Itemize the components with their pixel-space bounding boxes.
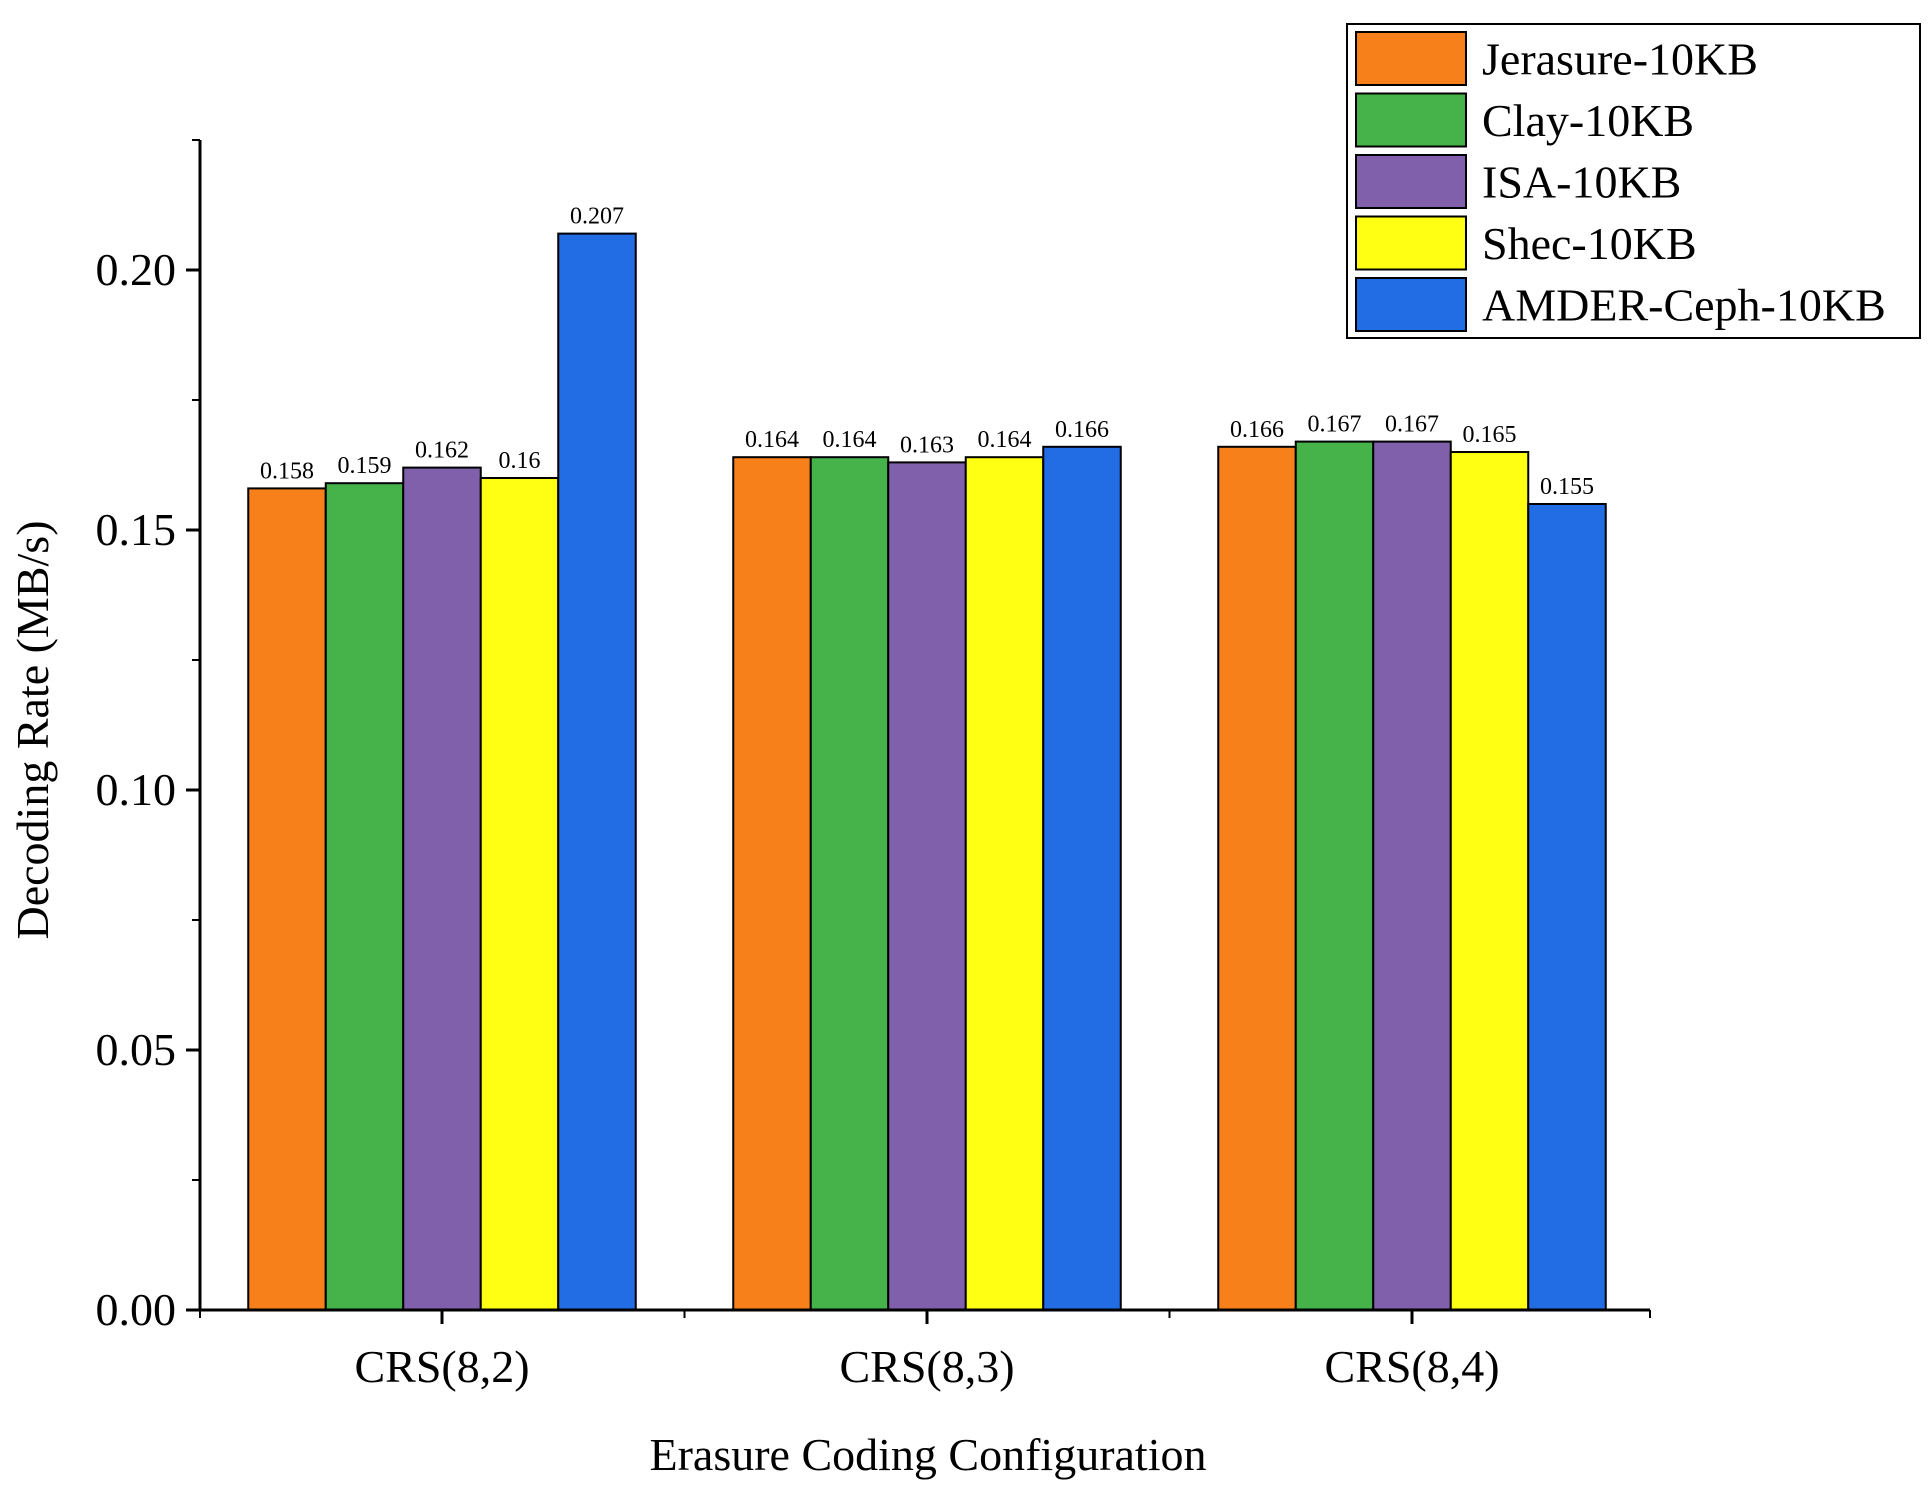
x-tick-label: CRS(8,3)	[839, 1341, 1014, 1392]
bar-jerasure-10kb-1	[732, 456, 812, 1311]
data-label: 0.155	[1540, 474, 1594, 500]
legend-label: Jerasure-10KB	[1482, 34, 1758, 85]
y-tick-label: 0.15	[96, 504, 177, 555]
bar-amder-ceph-10kb-1	[1042, 445, 1122, 1311]
bar-jerasure-10kb-0	[247, 487, 327, 1311]
data-label: 0.164	[978, 427, 1032, 453]
y-axis-title: Decoding Rate (MB/s)	[7, 520, 58, 939]
data-label: 0.164	[823, 427, 877, 453]
bar-isa-10kb-0	[402, 466, 482, 1312]
data-labels-group: 0.158 0.164 0.166 0.159 0.164 0.167 0.162 0.163…	[260, 204, 1594, 500]
data-label: 0.163	[900, 432, 954, 458]
legend-swatch	[1355, 154, 1467, 209]
bar-shec-10kb-0	[479, 477, 560, 1311]
data-label: 0.166	[1230, 417, 1284, 443]
data-label: 0.167	[1308, 412, 1362, 438]
legend-label: ISA-10KB	[1482, 157, 1681, 208]
bar-jerasure-10kb-2	[1217, 445, 1297, 1311]
y-ticks-group: 0.00 0.05 0.10 0.15 0.20	[96, 139, 200, 1335]
bar-clay-10kb-1	[809, 456, 890, 1311]
y-tick-label: 0.10	[96, 764, 177, 815]
legend-swatch	[1355, 92, 1467, 148]
x-tick-label: CRS(8,2)	[354, 1341, 529, 1392]
bar-amder-ceph-10kb-0	[557, 232, 637, 1312]
bar-clay-10kb-0	[324, 482, 405, 1311]
y-tick-label: 0.20	[96, 244, 177, 295]
bar-shec-10kb-2	[1449, 451, 1530, 1311]
bars-group	[247, 232, 1607, 1312]
y-tick-label: 0.00	[96, 1284, 177, 1335]
legend-swatch	[1355, 31, 1467, 86]
legend: Jerasure-10KB Clay-10KB ISA-10KB Shec-10KB A…	[1346, 23, 1921, 339]
legend-label: Shec-10KB	[1482, 218, 1697, 269]
bar-clay-10kb-2	[1294, 440, 1375, 1312]
legend-label: Clay-10KB	[1482, 95, 1694, 146]
bar-isa-10kb-1	[887, 461, 967, 1311]
x-axis-title: Erasure Coding Configuration	[649, 1429, 1206, 1480]
data-label: 0.167	[1385, 412, 1439, 438]
legend-label: AMDER-Ceph-10KB	[1482, 280, 1886, 331]
data-label: 0.159	[338, 453, 392, 479]
data-label: 0.166	[1055, 417, 1109, 443]
data-label: 0.162	[415, 438, 469, 464]
bar-shec-10kb-1	[964, 456, 1045, 1311]
bar-isa-10kb-2	[1372, 440, 1452, 1312]
data-label: 0.164	[745, 427, 799, 453]
data-label: 0.165	[1463, 422, 1517, 448]
x-tick-label: CRS(8,4)	[1324, 1341, 1499, 1392]
legend-swatch	[1355, 215, 1467, 271]
legend-swatch	[1355, 277, 1467, 332]
y-tick-label: 0.05	[96, 1024, 177, 1075]
data-label: 0.16	[499, 448, 541, 474]
data-label: 0.207	[570, 204, 624, 230]
x-ticks-group: CRS(8,2) CRS(8,3) CRS(8,4)	[199, 1310, 1651, 1392]
data-label: 0.158	[260, 458, 314, 484]
bar-amder-ceph-10kb-2	[1527, 503, 1607, 1311]
